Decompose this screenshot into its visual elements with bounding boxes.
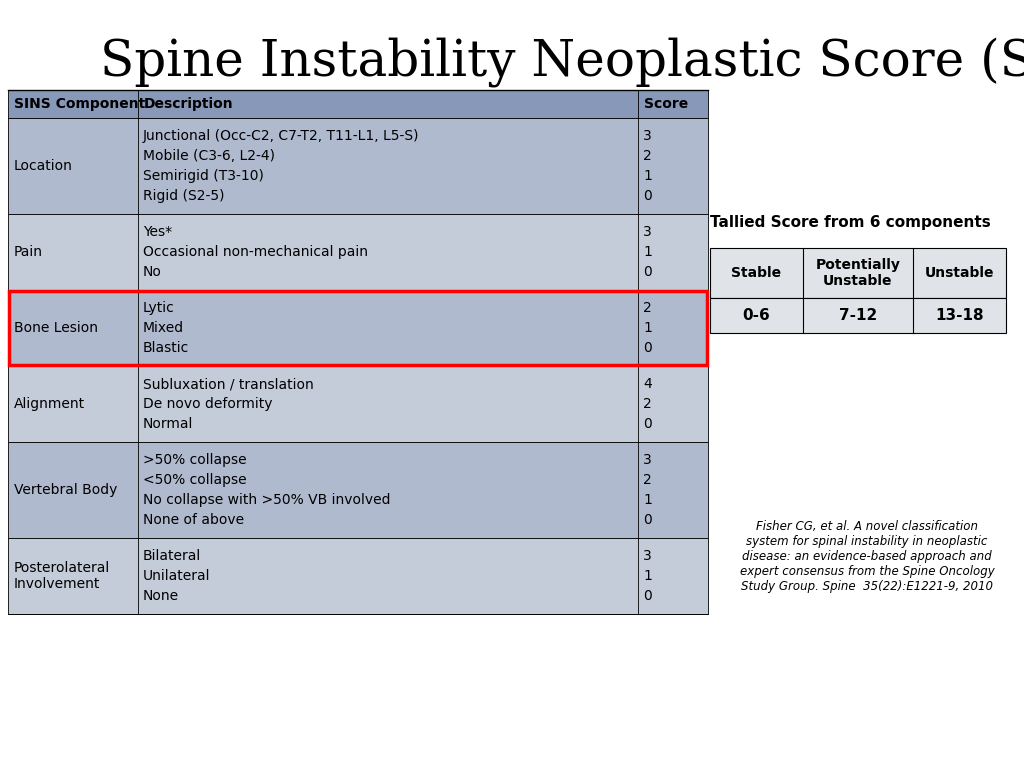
Text: Score: Score — [644, 97, 688, 111]
Text: Lytic: Lytic — [143, 301, 175, 315]
Text: 3: 3 — [643, 453, 651, 467]
Text: Unstable: Unstable — [925, 266, 994, 280]
Text: Junctional (Occ-C2, C7-T2, T11-L1, L5-S): Junctional (Occ-C2, C7-T2, T11-L1, L5-S) — [143, 129, 420, 143]
Text: Pain: Pain — [14, 245, 43, 259]
Text: Bone Lesion: Bone Lesion — [14, 321, 98, 335]
Text: Blastic: Blastic — [143, 341, 189, 355]
Text: De novo deformity: De novo deformity — [143, 397, 272, 411]
Text: >50% collapse: >50% collapse — [143, 453, 247, 467]
Text: No: No — [143, 265, 162, 279]
Text: 2: 2 — [643, 149, 651, 163]
Text: Spine Instability Neoplastic Score (SINS): Spine Instability Neoplastic Score (SINS… — [100, 37, 1024, 87]
Text: Subluxation / translation: Subluxation / translation — [143, 377, 313, 391]
Text: 2: 2 — [643, 473, 651, 487]
Text: 7-12: 7-12 — [839, 308, 878, 323]
Text: Bilateral: Bilateral — [143, 549, 202, 563]
FancyBboxPatch shape — [710, 248, 1006, 298]
Text: Tallied Score from 6 components: Tallied Score from 6 components — [710, 215, 991, 230]
Text: 0: 0 — [643, 265, 651, 279]
Text: Description: Description — [144, 97, 233, 111]
FancyBboxPatch shape — [8, 290, 708, 366]
FancyBboxPatch shape — [710, 298, 1006, 333]
FancyBboxPatch shape — [8, 214, 708, 290]
Text: 1: 1 — [643, 321, 652, 335]
Text: Stable: Stable — [731, 266, 781, 280]
Text: 0: 0 — [643, 589, 651, 603]
Text: Fisher CG, et al. A novel classification
system for spinal instability in neopla: Fisher CG, et al. A novel classification… — [739, 520, 994, 593]
Text: 0: 0 — [643, 417, 651, 431]
Text: 2: 2 — [643, 301, 651, 315]
Text: 1: 1 — [643, 245, 652, 259]
Text: Location: Location — [14, 159, 73, 173]
Text: Yes*: Yes* — [143, 225, 172, 239]
Text: None: None — [143, 589, 179, 603]
Text: 3: 3 — [643, 129, 651, 143]
Text: Vertebral Body: Vertebral Body — [14, 483, 118, 497]
Text: Semirigid (T3-10): Semirigid (T3-10) — [143, 169, 264, 183]
Text: 0-6: 0-6 — [742, 308, 770, 323]
Text: Mobile (C3-6, L2-4): Mobile (C3-6, L2-4) — [143, 149, 275, 163]
Text: None of above: None of above — [143, 513, 244, 527]
Text: 1: 1 — [643, 569, 652, 583]
Text: 4: 4 — [643, 377, 651, 391]
Text: 0: 0 — [643, 513, 651, 527]
Text: 3: 3 — [643, 549, 651, 563]
Text: Alignment: Alignment — [14, 397, 85, 411]
Text: Posterolateral
Involvement: Posterolateral Involvement — [14, 561, 111, 591]
FancyBboxPatch shape — [8, 366, 708, 442]
Text: SINS Component: SINS Component — [14, 97, 145, 111]
Text: 13-18: 13-18 — [935, 308, 984, 323]
FancyBboxPatch shape — [8, 118, 708, 214]
Text: Rigid (S2-5): Rigid (S2-5) — [143, 189, 224, 203]
Text: Occasional non-mechanical pain: Occasional non-mechanical pain — [143, 245, 368, 259]
Text: 0: 0 — [643, 341, 651, 355]
Text: 2: 2 — [643, 397, 651, 411]
Text: Normal: Normal — [143, 417, 194, 431]
Text: Unilateral: Unilateral — [143, 569, 211, 583]
Text: 1: 1 — [643, 169, 652, 183]
Text: No collapse with >50% VB involved: No collapse with >50% VB involved — [143, 493, 390, 507]
FancyBboxPatch shape — [8, 442, 708, 538]
Text: <50% collapse: <50% collapse — [143, 473, 247, 487]
Text: Potentially
Unstable: Potentially Unstable — [815, 258, 900, 288]
Text: Mixed: Mixed — [143, 321, 184, 335]
Text: 3: 3 — [643, 225, 651, 239]
FancyBboxPatch shape — [8, 538, 708, 614]
FancyBboxPatch shape — [8, 90, 708, 118]
Text: 0: 0 — [643, 189, 651, 203]
Text: 1: 1 — [643, 493, 652, 507]
